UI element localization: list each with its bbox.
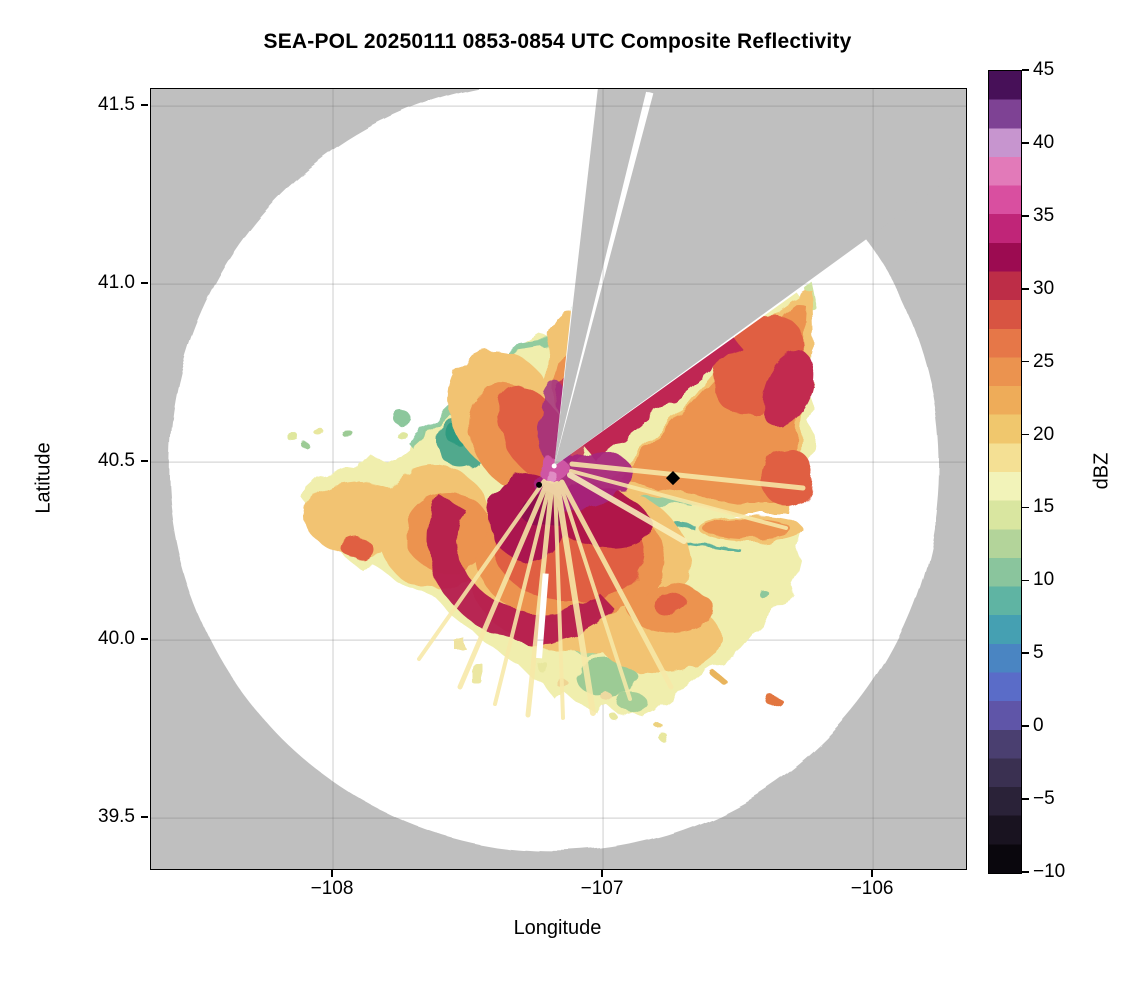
colorbar: [988, 70, 1022, 874]
colorbar-tick-label: 30: [1033, 277, 1055, 299]
y-tick-label: 41.5: [98, 94, 135, 116]
y-tick-label: 40.0: [98, 628, 135, 650]
y-tick-mark: [141, 282, 148, 284]
plot-area: [150, 88, 967, 870]
y-tick-mark: [141, 460, 148, 462]
y-tick-label: 40.5: [98, 450, 135, 472]
colorbar-tick-label: 15: [1033, 496, 1055, 518]
colorbar-tick-label: −10: [1033, 861, 1066, 882]
colorbar-tick-mark: [1022, 433, 1029, 436]
colorbar-label: dBZ: [1090, 452, 1113, 490]
colorbar-tick-mark: [1022, 871, 1029, 873]
y-tick-mark: [141, 638, 148, 640]
colorbar-tick-mark: [1022, 215, 1029, 217]
x-axis-label: Longitude: [513, 917, 602, 939]
colorbar-tick-mark: [1022, 725, 1029, 727]
colorbar-tick-label: 10: [1033, 569, 1055, 591]
colorbar-tick-mark: [1022, 506, 1029, 509]
colorbar-tick-mark: [1022, 142, 1029, 144]
y-tick-label: 41.0: [98, 272, 135, 294]
colorbar-tick-label: 20: [1033, 423, 1055, 445]
x-tick-mark: [601, 870, 603, 877]
map-markers: [536, 463, 681, 488]
x-tick-mark: [871, 870, 873, 877]
colorbar-tick-label: 35: [1033, 204, 1055, 226]
colorbar-tick-label: 40: [1033, 131, 1055, 153]
colorbar-tick-mark: [1022, 360, 1029, 363]
colorbar-tick-label: 25: [1033, 350, 1055, 372]
radar-echo: [286, 269, 816, 743]
colorbar-tick-mark: [1022, 287, 1029, 290]
plot-title: SEA-POL 20250111 0853-0854 UTC Composite…: [263, 30, 852, 53]
radar-site-marker: [551, 463, 557, 469]
colorbar-tick-mark: [1022, 652, 1029, 655]
colorbar-tick-label: −5: [1033, 788, 1055, 810]
colorbar-tick-mark: [1022, 798, 1029, 800]
colorbar-tick-label: 0: [1033, 715, 1044, 737]
diamond-marker: [665, 471, 681, 486]
x-tick-label: −108: [310, 878, 354, 899]
x-tick-label: −107: [580, 878, 624, 899]
colorbar-tick-label: 45: [1033, 59, 1055, 80]
y-axis-label: Latitude: [32, 442, 55, 514]
echo-ray-artifacts: [417, 461, 806, 720]
x-tick-label: −106: [850, 878, 894, 899]
colorbar-tick-mark: [1022, 69, 1029, 71]
y-tick-mark: [141, 104, 148, 106]
colorbar-tick-mark: [1022, 579, 1029, 582]
y-tick-label: 39.5: [98, 806, 135, 828]
y-tick-mark: [141, 816, 148, 818]
x-tick-mark: [331, 870, 333, 877]
dot-marker: [536, 481, 543, 488]
colorbar-tick-label: 5: [1033, 642, 1044, 664]
radar-plot-canvas: [151, 89, 966, 869]
